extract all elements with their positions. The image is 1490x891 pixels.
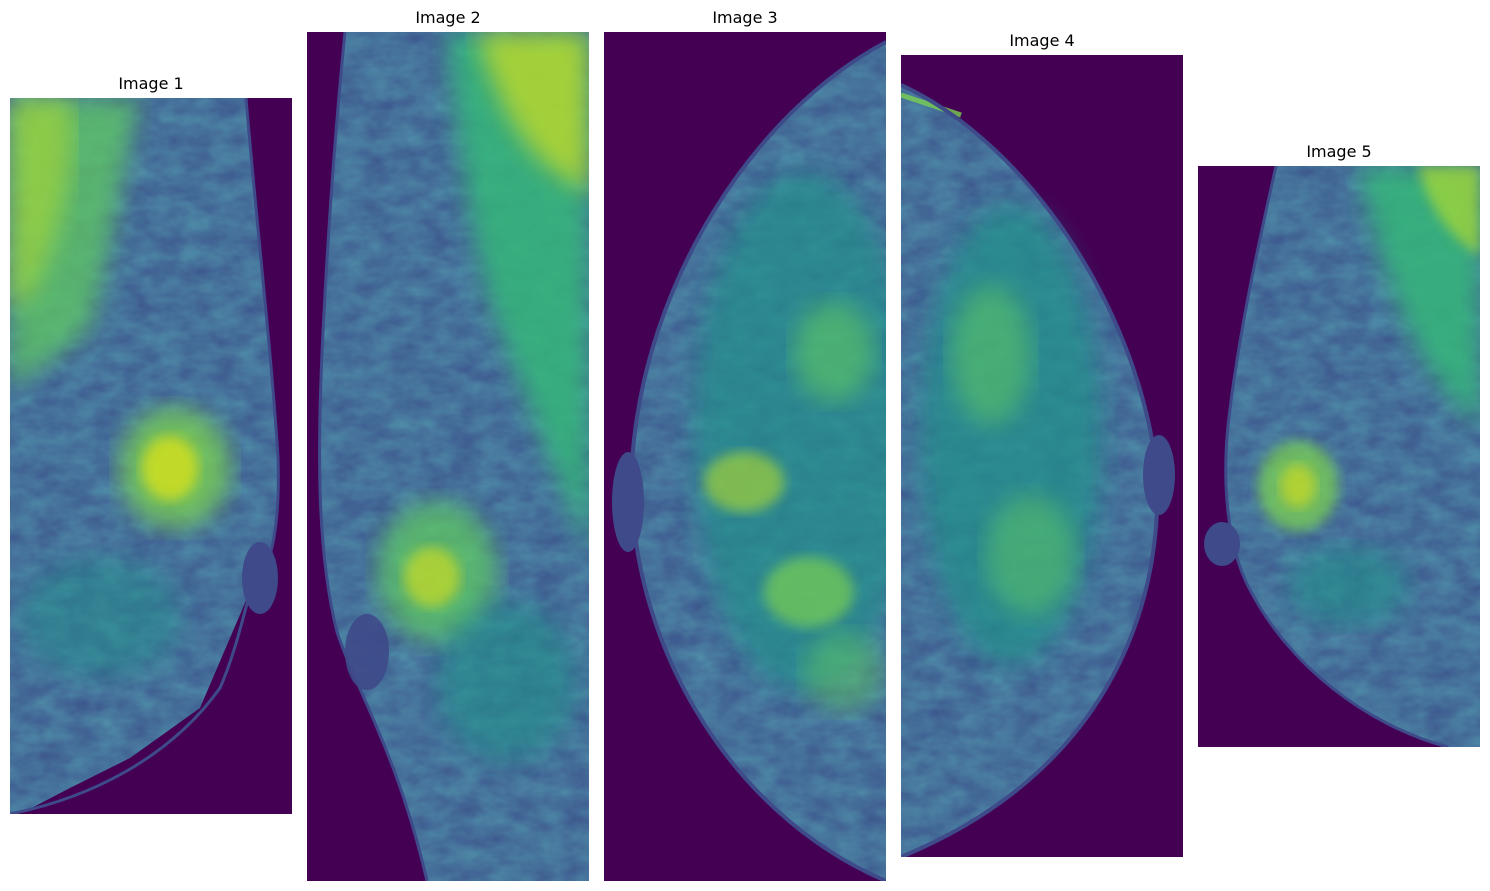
panel-title-1: Image 1: [118, 74, 184, 93]
mammogram-image-1: [10, 98, 292, 814]
panel-title-2: Image 2: [415, 8, 481, 27]
panel-title-3: Image 3: [712, 8, 778, 27]
mammogram-image-3: [604, 32, 886, 881]
mammogram-image-5: [1198, 166, 1480, 747]
mammogram-image-4: [901, 55, 1183, 857]
panel-title-4: Image 4: [1009, 31, 1075, 50]
panel-title-5: Image 5: [1306, 142, 1372, 161]
mammogram-image-2: [307, 32, 589, 881]
